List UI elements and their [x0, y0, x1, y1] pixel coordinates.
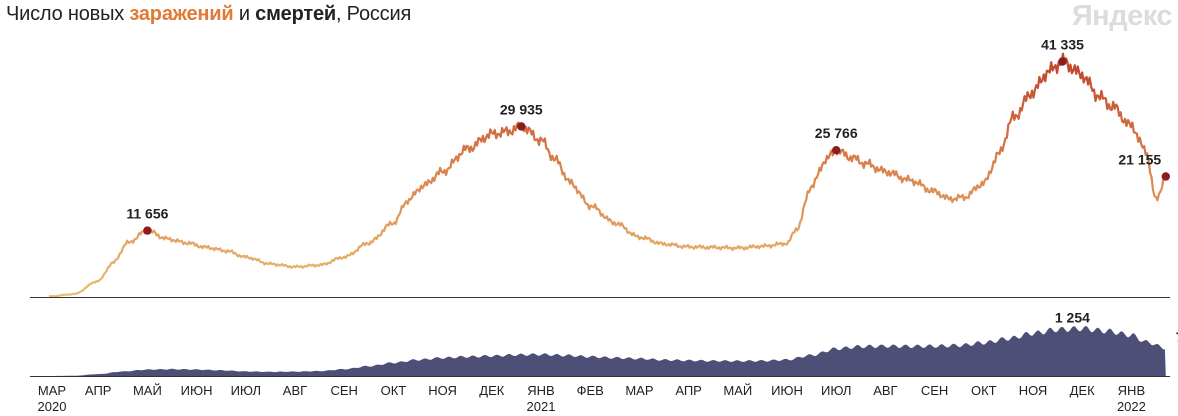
peak-marker [517, 122, 526, 131]
x-tick-label: ИЮЛ [231, 383, 261, 398]
peak-value-label: 11 656 [126, 206, 168, 222]
peak-value-label: 21 155 [1118, 152, 1161, 168]
title-infections: заражений [129, 3, 234, 25]
peak-marker [832, 146, 841, 155]
x-tick-year: 2021 [527, 399, 556, 414]
x-tick-label: ОКТ [971, 383, 997, 398]
x-tick-label: АВГ [873, 383, 897, 398]
x-tick-label: МАР [625, 383, 653, 398]
title-middle: и [233, 3, 256, 25]
x-tick-label: ЯНВ [1118, 383, 1145, 398]
x-tick-label: МАЙ [723, 383, 752, 398]
x-tick-label: АПР [85, 383, 112, 398]
x-tick-label: МАР [38, 383, 66, 398]
x-tick-label: ЯНВ [527, 383, 554, 398]
x-tick-label: ФЕВ [577, 383, 604, 398]
title-prefix: Число новых [6, 3, 130, 25]
x-tick-label: ДЕК [479, 383, 504, 398]
x-tick-label: СЕН [921, 383, 948, 398]
peak-value-label: 41 335 [1041, 37, 1084, 53]
x-tick-label: АПР [675, 383, 702, 398]
infections-line [48, 52, 1167, 298]
x-tick-label: ИЮЛ [821, 383, 851, 398]
x-tick-label: СЕН [330, 383, 357, 398]
peak-value-label: 29 935 [500, 101, 543, 117]
peak-value-label: 25 766 [815, 125, 858, 141]
yandex-logo[interactable]: Яндекс [1071, 0, 1173, 32]
chart-title: Число новых заражений и смертей, Россия [6, 3, 411, 26]
title-deaths: смертей [255, 3, 336, 25]
x-tick-label: НОЯ [1019, 383, 1048, 398]
x-tick-label: ИЮН [771, 383, 803, 398]
x-tick-label: ОКТ [381, 383, 407, 398]
deaths-area-group [49, 325, 1166, 376]
title-suffix: , Россия [335, 3, 412, 25]
x-tick-label: ДЕК [1070, 383, 1095, 398]
x-tick-label: НОЯ [428, 383, 457, 398]
x-tick-year: 2022 [1117, 399, 1146, 414]
peak-marker [1058, 57, 1067, 66]
x-tick-label: МАЙ [133, 383, 162, 398]
x-tick-label: ИЮН [181, 383, 213, 398]
annotations: 11 656 29 935 25 766 41 335 21 155 1 254 740 [126, 37, 1178, 346]
deaths-area [49, 325, 1166, 376]
deaths-value-label: 1 254 [1055, 310, 1090, 326]
deaths-value-label: 740 [1176, 329, 1178, 345]
x-tick-year: 2020 [38, 399, 67, 414]
x-tick-label: АВГ [283, 383, 307, 398]
infections-line-group [48, 52, 1167, 298]
peak-marker [143, 226, 152, 235]
peak-marker [1161, 172, 1171, 181]
